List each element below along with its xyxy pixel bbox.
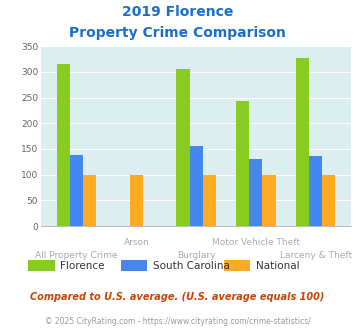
Bar [70, 155, 83, 226]
Text: Arson: Arson [124, 238, 149, 247]
Text: National: National [256, 261, 299, 271]
Text: Compared to U.S. average. (U.S. average equals 100): Compared to U.S. average. (U.S. average … [30, 292, 325, 302]
Bar [249, 159, 262, 226]
Text: © 2025 CityRating.com - https://www.cityrating.com/crime-statistics/: © 2025 CityRating.com - https://www.city… [45, 317, 310, 326]
Bar [83, 175, 96, 226]
Bar [262, 175, 275, 226]
Text: Burglary: Burglary [177, 251, 215, 260]
Text: Motor Vehicle Theft: Motor Vehicle Theft [212, 238, 300, 247]
Text: Larceny & Theft: Larceny & Theft [279, 251, 352, 260]
Bar [130, 175, 143, 226]
Text: 2019 Florence: 2019 Florence [122, 5, 233, 19]
Bar [57, 64, 70, 226]
Text: All Property Crime: All Property Crime [36, 251, 118, 260]
Bar [322, 175, 335, 226]
Text: Property Crime Comparison: Property Crime Comparison [69, 26, 286, 40]
Bar [203, 175, 216, 226]
Bar [296, 57, 309, 226]
Bar [190, 146, 203, 226]
Text: Florence: Florence [60, 261, 105, 271]
Text: South Carolina: South Carolina [153, 261, 230, 271]
Bar [309, 156, 322, 226]
Bar [176, 69, 190, 226]
Bar [236, 101, 249, 226]
